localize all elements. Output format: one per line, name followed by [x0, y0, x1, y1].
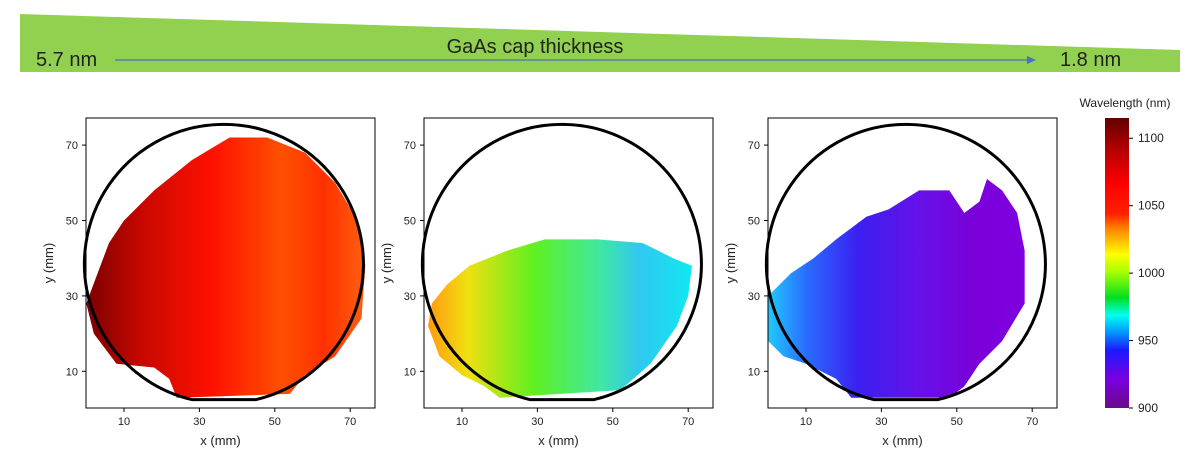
colorbar-tick-label: 950 — [1138, 334, 1158, 348]
wafer-outline — [82, 122, 365, 402]
plot-frame — [767, 117, 1058, 409]
colorbar-tick-label: 900 — [1138, 401, 1158, 415]
y-axis-label: y (mm) — [379, 243, 394, 283]
y-tick-label: 70 — [748, 140, 760, 152]
x-tick-label: 70 — [682, 416, 694, 428]
x-tick-label: 50 — [607, 416, 619, 428]
x-tick-label: 50 — [269, 416, 281, 428]
y-tick-label: 70 — [404, 140, 416, 152]
plot-frame — [423, 117, 714, 409]
colorbar-tick-label: 1000 — [1138, 266, 1165, 280]
wafer-outline — [764, 122, 1047, 402]
x-tick-label: 10 — [800, 416, 812, 428]
colorbar-gradient — [1105, 118, 1129, 408]
y-tick-label: 10 — [404, 366, 416, 378]
x-axis-label: x (mm) — [200, 433, 240, 448]
x-tick-label: 30 — [531, 416, 543, 428]
wavelength-map — [86, 137, 366, 398]
y-axis-label: y (mm) — [723, 243, 738, 283]
arrow-head — [1027, 56, 1036, 64]
colorbar-tick-label: 1100 — [1138, 131, 1164, 145]
y-tick-label: 10 — [748, 366, 760, 378]
y-tick-label: 70 — [66, 140, 78, 152]
y-tick-label: 30 — [404, 291, 416, 303]
y-tick-label: 50 — [66, 216, 78, 228]
colorbar-title: Wavelength (nm) — [1080, 96, 1171, 110]
colorbar: Wavelength (nm) 1100 1050 1000 950 900 — [1080, 96, 1171, 415]
wavelength-map — [768, 179, 1025, 398]
x-axis-label: x (mm) — [882, 433, 922, 448]
x-tick-label: 70 — [344, 416, 356, 428]
wafer-outline — [420, 122, 703, 402]
heatmap-panel-thick-cap: 10 30 50 70 10 30 50 70 x (mm) y (mm) — [41, 117, 376, 448]
left-thickness-label: 5.7 nm — [36, 49, 97, 71]
wavelength-map — [428, 239, 692, 398]
y-tick-label: 50 — [748, 216, 760, 228]
x-tick-label: 10 — [118, 416, 130, 428]
plot-frame — [85, 117, 376, 409]
y-axis-label: y (mm) — [41, 243, 56, 283]
thickness-banner — [20, 14, 1180, 72]
colorbar-tick-label: 1050 — [1138, 199, 1165, 213]
x-tick-label: 30 — [193, 416, 205, 428]
x-tick-label: 10 — [456, 416, 468, 428]
x-tick-label: 30 — [875, 416, 887, 428]
y-tick-label: 30 — [66, 291, 78, 303]
banner-title: GaAs cap thickness — [447, 36, 624, 58]
x-axis-label: x (mm) — [538, 433, 578, 448]
heatmap-panel-thin-cap: 10 30 50 70 10 30 50 70 x (mm) y (mm) — [723, 117, 1058, 448]
y-tick-label: 50 — [404, 216, 416, 228]
x-tick-label: 70 — [1026, 416, 1038, 428]
x-tick-label: 50 — [951, 416, 963, 428]
heatmap-panel-medium-cap: 10 30 50 70 10 30 50 70 x (mm) y (mm) — [379, 117, 714, 448]
y-tick-label: 30 — [748, 291, 760, 303]
right-thickness-label: 1.8 nm — [1060, 49, 1121, 71]
y-tick-label: 10 — [66, 366, 78, 378]
